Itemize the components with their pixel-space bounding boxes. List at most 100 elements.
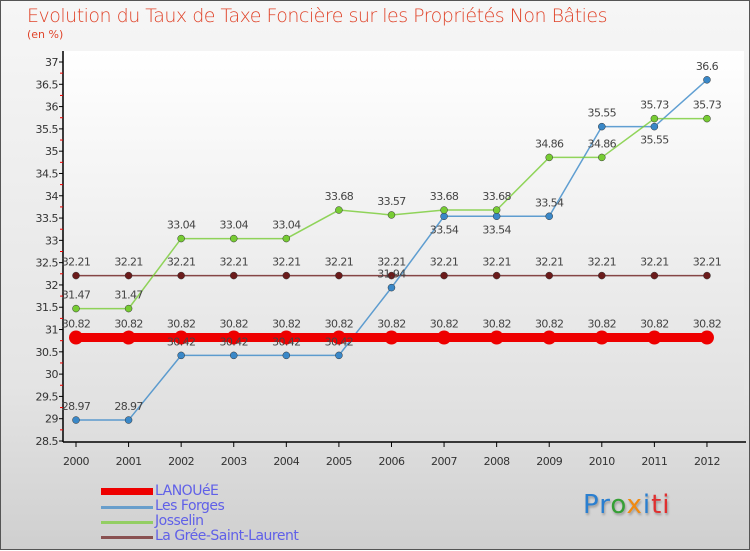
- legend-swatch: [101, 506, 153, 509]
- data-label: 30.82: [535, 318, 564, 331]
- data-point: [647, 330, 662, 345]
- data-point: [594, 330, 609, 345]
- data-point: [703, 76, 711, 84]
- data-label: 32.21: [377, 256, 406, 269]
- legend-swatch: [101, 536, 153, 539]
- data-label: 33.04: [167, 219, 196, 232]
- y-tick-label: 37: [45, 56, 58, 69]
- data-point: [703, 114, 711, 123]
- data-label: 32.21: [272, 256, 301, 269]
- data-point: [229, 351, 238, 360]
- x-tick-label: 2003: [221, 455, 247, 468]
- data-label: 30.82: [219, 318, 248, 331]
- data-point: [545, 153, 553, 162]
- y-tick-label: 28.5: [36, 435, 59, 448]
- data-point: [226, 330, 241, 345]
- data-label: 32.21: [535, 256, 564, 269]
- data-point: [650, 271, 659, 280]
- data-label: 30.82: [482, 318, 511, 331]
- data-point: [598, 122, 606, 131]
- y-tick-label: 31.5: [36, 301, 59, 314]
- data-point: [229, 234, 238, 243]
- y-axis-label: (en %): [27, 28, 64, 41]
- data-label: 31.94: [377, 268, 406, 281]
- legend-swatch: [101, 488, 153, 495]
- data-label: 30.82: [588, 318, 617, 331]
- y-tick-label: 29.5: [36, 390, 59, 403]
- data-label: 30.82: [167, 318, 196, 331]
- x-tick-label: 2006: [378, 455, 404, 468]
- y-tick-label: 31: [45, 324, 58, 337]
- data-point: [335, 206, 343, 214]
- data-point: [124, 304, 133, 313]
- data-label: 33.54: [430, 223, 459, 236]
- data-label: 33.54: [535, 196, 564, 209]
- x-tick-label: 2011: [641, 455, 667, 468]
- data-label: 31.47: [114, 289, 143, 302]
- proxiti-logo: Proxiti: [583, 490, 671, 520]
- data-label: 35.73: [640, 99, 669, 112]
- data-label: 33.68: [430, 190, 459, 203]
- data-label: 33.68: [325, 190, 354, 203]
- data-point: [335, 351, 343, 360]
- legend-label: Josselin: [155, 513, 204, 529]
- data-point: [492, 212, 501, 221]
- data-point: [335, 271, 343, 280]
- data-label: 32.21: [219, 256, 248, 269]
- data-point: [598, 271, 606, 280]
- y-tick-label: 33: [45, 234, 58, 247]
- legend-label: Les Forges: [155, 498, 225, 514]
- data-label: 30.42: [272, 335, 301, 348]
- data-label: 35.73: [693, 99, 722, 112]
- y-tick-label: 32.5: [36, 257, 59, 270]
- data-point: [174, 330, 189, 345]
- data-point: [331, 330, 346, 345]
- data-point: [492, 206, 501, 214]
- data-point: [282, 271, 291, 280]
- data-point: [598, 153, 606, 162]
- data-label: 30.42: [219, 335, 248, 348]
- data-point: [387, 211, 396, 219]
- data-label: 34.86: [535, 137, 564, 150]
- data-point: [650, 122, 659, 131]
- data-label: 33.54: [482, 223, 511, 236]
- data-label: 28.97: [114, 400, 143, 413]
- data-point: [703, 271, 711, 280]
- data-point: [440, 271, 448, 280]
- data-label: 35.55: [640, 134, 669, 147]
- data-point: [72, 304, 80, 313]
- data-label: 33.68: [482, 190, 511, 203]
- data-label: 30.82: [377, 318, 406, 331]
- x-tick-label: 2007: [431, 455, 457, 468]
- data-label: 32.21: [588, 256, 617, 269]
- data-point: [177, 351, 185, 360]
- y-tick-label: 35: [45, 145, 58, 158]
- y-tick-label: 35.5: [36, 123, 59, 136]
- data-label: 32.21: [430, 256, 459, 269]
- data-point: [384, 330, 399, 345]
- data-point: [542, 330, 557, 345]
- data-label: 36.6: [696, 60, 719, 73]
- data-label: 34.86: [588, 137, 617, 150]
- plot-area: [64, 51, 744, 441]
- x-tick-label: 2004: [273, 455, 299, 468]
- x-tick-label: 2000: [63, 455, 89, 468]
- data-label: 30.82: [272, 318, 301, 331]
- data-point: [492, 271, 501, 280]
- data-label: 32.21: [167, 256, 196, 269]
- x-tick-label: 2009: [536, 455, 562, 468]
- data-label: 30.82: [114, 318, 143, 331]
- data-label: 28.97: [62, 400, 91, 413]
- data-point: [124, 416, 133, 424]
- data-point: [387, 283, 396, 292]
- x-tick-label: 2001: [116, 455, 142, 468]
- data-point: [699, 330, 714, 345]
- data-point: [177, 271, 185, 280]
- data-point: [545, 271, 553, 280]
- y-tick-label: 34: [45, 190, 58, 203]
- x-tick-label: 2002: [168, 455, 194, 468]
- data-point: [440, 212, 448, 221]
- data-label: 30.42: [325, 335, 354, 348]
